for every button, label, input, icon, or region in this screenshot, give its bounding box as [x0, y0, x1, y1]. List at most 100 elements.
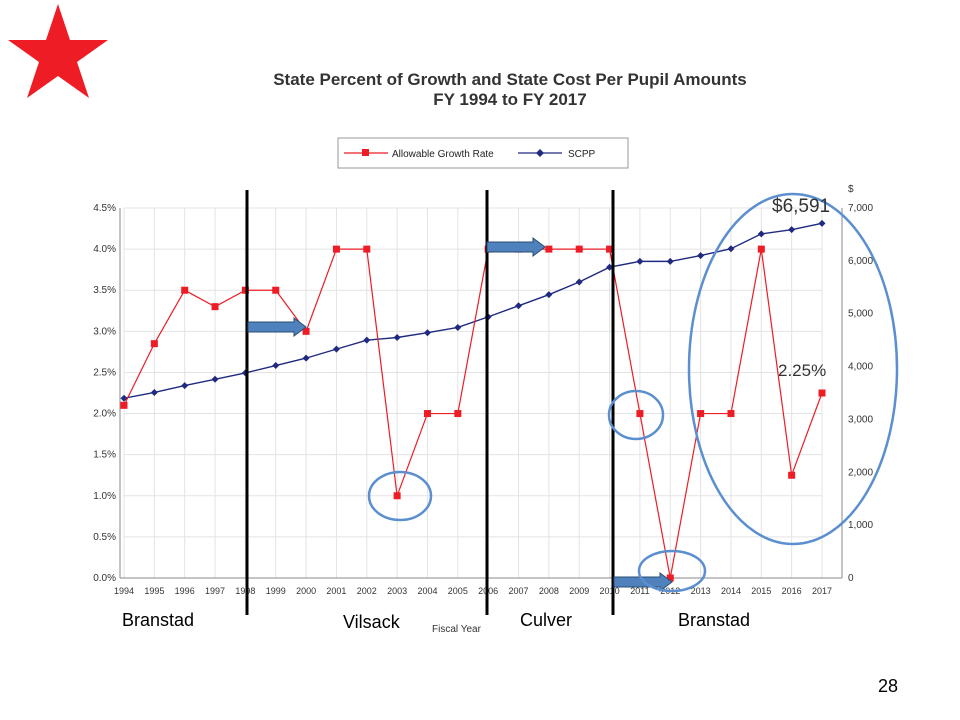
- legend-label: SCPP: [568, 149, 596, 160]
- data-point-growth: [666, 574, 674, 582]
- x-tick-label: 2009: [569, 586, 589, 596]
- data-point-scpp: [727, 245, 735, 253]
- y-left-tick-label: 1.5%: [93, 450, 116, 461]
- highlight-circle: [367, 470, 433, 522]
- data-point-growth: [757, 245, 765, 253]
- x-tick-label: 2004: [417, 586, 437, 596]
- data-point-growth: [150, 340, 158, 348]
- data-point-growth: [545, 245, 553, 253]
- highlight-circle: [637, 549, 707, 593]
- data-point-growth: [818, 389, 826, 397]
- y-right-tick-label: 1,000: [848, 520, 873, 531]
- data-point-scpp: [211, 375, 219, 383]
- data-point-growth: [332, 245, 340, 253]
- data-point-scpp: [393, 334, 401, 341]
- data-point-scpp: [120, 394, 128, 402]
- y-right-tick-label: 2,000: [848, 467, 873, 478]
- x-tick-label: 2016: [782, 586, 802, 596]
- x-tick-label: 2001: [326, 586, 346, 596]
- data-point-scpp: [454, 323, 462, 331]
- x-tick-label: 2017: [812, 586, 832, 596]
- data-point-growth: [636, 410, 644, 418]
- data-point-scpp: [575, 278, 583, 286]
- y-left-tick-label: 3.5%: [93, 285, 116, 296]
- data-point-growth: [302, 327, 310, 335]
- x-axis-label: Fiscal Year: [432, 624, 481, 635]
- y-left-tick-label: 0.0%: [93, 573, 116, 584]
- x-tick-label: 2013: [691, 586, 711, 596]
- x-tick-label: 2015: [751, 586, 771, 596]
- y-right-unit-label: $: [848, 184, 854, 195]
- legend-marker-square: [362, 149, 369, 156]
- y-left-tick-label: 2.0%: [93, 409, 116, 420]
- series-line-scpp: [123, 222, 823, 399]
- data-point-growth: [697, 410, 705, 418]
- y-right-tick-label: 0: [848, 573, 854, 584]
- page-number: 28: [878, 676, 899, 696]
- x-tick-label: 2010: [600, 586, 620, 596]
- x-tick-label: 1994: [114, 586, 134, 596]
- data-point-scpp: [697, 252, 705, 260]
- era-label-branstad-2: Branstad: [678, 610, 751, 630]
- y-left-tick-label: 0.5%: [93, 532, 116, 543]
- legend-label: Allowable Growth Rate: [392, 149, 494, 160]
- data-point-growth: [393, 492, 401, 500]
- arrow-shape: [486, 237, 546, 257]
- data-point-growth: [575, 245, 583, 253]
- data-point-growth: [727, 410, 735, 418]
- x-tick-label: 1997: [205, 586, 225, 596]
- y-right-tick-label: 3,000: [848, 414, 873, 425]
- highlight-circle: [607, 389, 665, 441]
- x-tick-label: 2002: [357, 586, 377, 596]
- data-point-scpp: [332, 345, 340, 353]
- data-point-scpp: [302, 354, 310, 362]
- data-point-scpp: [181, 382, 189, 390]
- era-label-branstad-1: Branstad: [122, 610, 195, 630]
- arrow-shape: [247, 317, 307, 337]
- x-tick-label: 2003: [387, 586, 407, 596]
- data-point-scpp: [788, 226, 796, 234]
- data-point-growth: [241, 286, 249, 294]
- data-point-growth: [272, 286, 280, 294]
- y-right-tick-label: 4,000: [848, 362, 873, 373]
- x-tick-label: 1999: [266, 586, 286, 596]
- chart-title: State Percent of Growth and State Cost P…: [273, 70, 747, 89]
- y-left-tick-label: 1.0%: [93, 491, 116, 502]
- x-tick-label: 1995: [144, 586, 164, 596]
- data-point-scpp: [515, 302, 523, 310]
- x-tick-label: 2008: [539, 586, 559, 596]
- data-point-scpp: [636, 257, 644, 265]
- legend: Allowable Growth Rate SCPP: [337, 137, 629, 169]
- x-tick-label: 2007: [509, 586, 529, 596]
- series-line-growth: [123, 248, 823, 579]
- x-tick-label: 1998: [235, 586, 255, 596]
- data-point-growth: [181, 286, 189, 294]
- data-point-growth: [363, 245, 371, 253]
- callout-scpp-value: $6,591: [772, 196, 830, 217]
- y-right-tick-label: 7,000: [848, 203, 873, 214]
- data-point-scpp: [363, 336, 371, 344]
- era-label-culver: Culver: [520, 610, 573, 630]
- x-tick-label: 2005: [448, 586, 468, 596]
- data-point-scpp: [545, 291, 553, 299]
- era-label-vilsack: Vilsack: [343, 612, 400, 632]
- x-tick-label: 2014: [721, 586, 741, 596]
- data-point-growth: [120, 401, 128, 409]
- x-tick-label: 2011: [630, 586, 649, 596]
- data-point-scpp: [423, 329, 431, 337]
- data-point-growth: [606, 245, 614, 253]
- legend-marker-diamond: [536, 149, 544, 157]
- data-point-scpp: [818, 219, 826, 227]
- chart-subtitle: FY 1994 to FY 2017: [433, 90, 587, 109]
- y-left-tick-label: 2.5%: [93, 367, 116, 378]
- x-tick-label: 1996: [175, 586, 195, 596]
- arrow-icon: [486, 237, 546, 257]
- data-point-growth: [423, 410, 431, 418]
- star-icon: [8, 4, 108, 98]
- y-right-tick-label: 5,000: [848, 309, 873, 320]
- y-left-tick-label: 3.0%: [93, 326, 116, 337]
- data-point-scpp: [150, 388, 158, 396]
- arrow-icon: [247, 317, 307, 337]
- x-tick-label: 2000: [296, 586, 316, 596]
